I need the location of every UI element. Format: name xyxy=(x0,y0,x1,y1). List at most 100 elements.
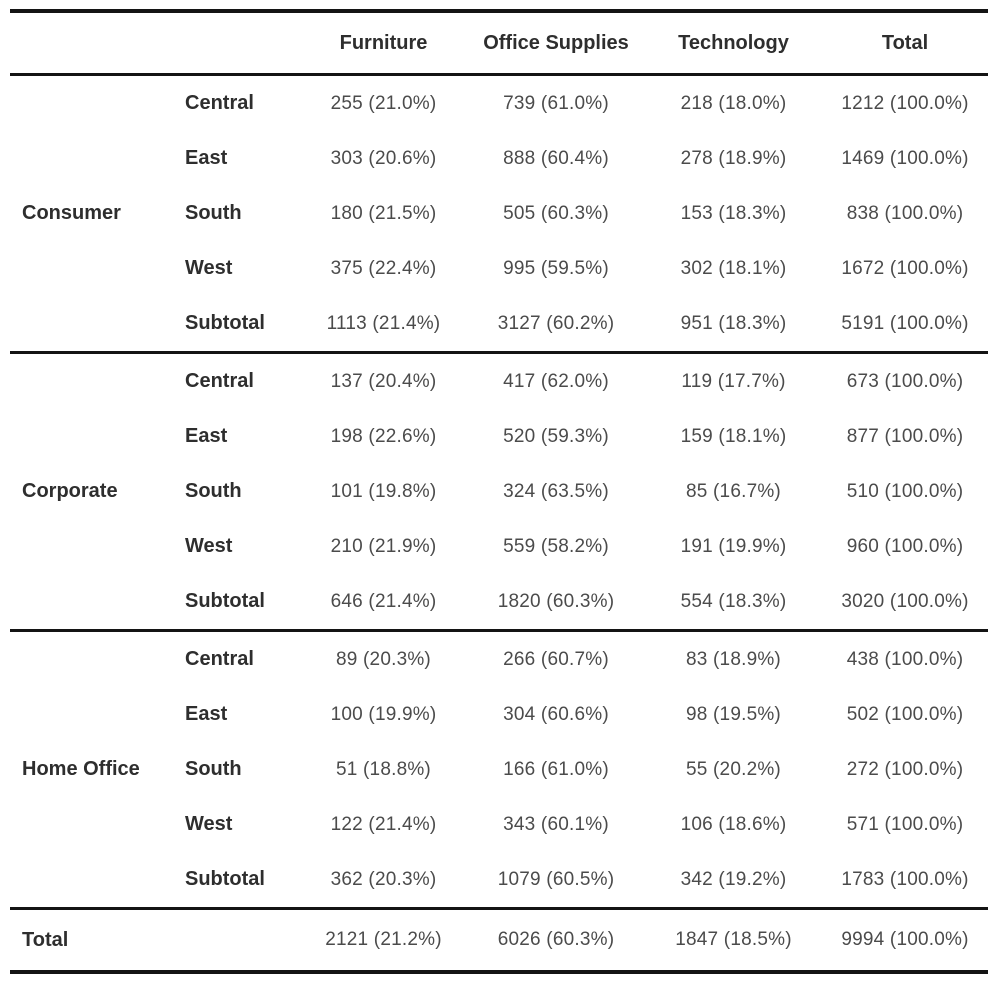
data-cell: 5191 (100.0%) xyxy=(841,312,969,334)
data-cell: 438 (100.0%) xyxy=(822,629,988,687)
table-row: Subtotal 362 (20.3%) 1079 (60.5%) 342 (19.2… xyxy=(10,852,988,909)
table-row: East 198 (22.6%) 520 (59.3%) 159 (18.1%) 877… xyxy=(10,409,988,464)
data-cell: 1113 (21.4%) xyxy=(326,312,441,334)
data-cell: 98 (19.5%) xyxy=(686,703,781,725)
table-row: South 101 (19.8%) 324 (63.5%) 85 (16.7%) 510… xyxy=(10,464,988,519)
region-label: East xyxy=(185,147,228,169)
total-cell: 9994 (100.0%) xyxy=(822,907,988,974)
data-cell: 951 (18.3%) xyxy=(680,312,787,334)
data-cell: 106 (18.6%) xyxy=(680,813,787,835)
data-cell: 838 (100.0%) xyxy=(846,202,964,224)
data-cell: 1783 (100.0%) xyxy=(841,868,969,890)
data-cell: 101 (19.8%) xyxy=(330,480,437,502)
column-header-office-supplies: Office Supplies xyxy=(467,9,645,76)
column-header-technology: Technology xyxy=(645,9,822,76)
data-cell: 1820 (60.3%) xyxy=(497,590,615,612)
data-cell: 266 (60.7%) xyxy=(467,629,645,687)
table-row: Consumer Central 255 (21.0%) 739 (61.0%) 218… xyxy=(10,75,988,224)
total-label: Total xyxy=(10,907,300,974)
table-row: Home Office Central 89 (20.3%) 266 (60.7%) 8… xyxy=(10,629,988,909)
data-cell: 1212 (100.0%) xyxy=(841,92,969,114)
data-cell: 324 (63.5%) xyxy=(503,480,609,502)
region-label: East xyxy=(185,703,228,725)
header-row: Furniture Office Supplies Technology Total xyxy=(10,9,988,76)
segment-label: Corporate xyxy=(10,351,180,631)
data-cell: 505 (60.3%) xyxy=(503,202,609,224)
data-cell: 417 (62.0%) xyxy=(467,351,645,409)
data-cell: 1469 (100.0%) xyxy=(841,147,969,169)
data-cell: 554 (18.3%) xyxy=(680,590,787,612)
table-row: East 100 (19.9%) 304 (60.6%) 98 (19.5%) 502 … xyxy=(10,687,988,742)
crosstab-table: Furniture Office Supplies Technology Total C… xyxy=(10,9,988,974)
data-cell: 362 (20.3%) xyxy=(330,868,437,890)
data-cell: 210 (21.9%) xyxy=(330,535,437,557)
data-cell: 646 (21.4%) xyxy=(330,590,437,612)
data-cell: 153 (18.3%) xyxy=(680,202,787,224)
region-column-header xyxy=(180,9,300,76)
data-cell: 218 (18.0%) xyxy=(680,92,787,114)
data-cell: 159 (18.1%) xyxy=(680,425,787,447)
group-consumer: Consumer Central 255 (21.0%) 739 (61.0%) 218… xyxy=(10,75,988,353)
region-label: Subtotal xyxy=(185,312,265,334)
total-cell: 1847 (18.5%) xyxy=(645,907,822,974)
data-cell: 180 (21.5%) xyxy=(330,202,437,224)
data-cell: 3127 (60.2%) xyxy=(497,312,615,334)
data-cell: 502 (100.0%) xyxy=(846,703,964,725)
table-row: South 51 (18.8%) 166 (61.0%) 55 (20.2%) 272 … xyxy=(10,742,988,797)
column-header-furniture: Furniture xyxy=(300,9,467,76)
group-home-office: Home Office Central 89 (20.3%) 266 (60.7%) 8… xyxy=(10,629,988,909)
total-row: Total 2121 (21.2%) 6026 (60.3%) 1847 (18.5%… xyxy=(10,907,988,974)
segment-label: Home Office xyxy=(10,629,180,909)
data-cell: 304 (60.6%) xyxy=(503,703,609,725)
region-label: West xyxy=(185,535,233,557)
region-label: West xyxy=(185,813,233,835)
table-footer: Total 2121 (21.2%) 6026 (60.3%) 1847 (18.5%… xyxy=(10,907,988,974)
data-cell: 272 (100.0%) xyxy=(846,758,964,780)
data-cell: 255 (21.0%) xyxy=(330,92,437,114)
data-cell: 89 (20.3%) xyxy=(300,629,467,687)
data-cell: 877 (100.0%) xyxy=(846,425,964,447)
data-cell: 995 (59.5%) xyxy=(503,257,609,279)
data-cell: 278 (18.9%) xyxy=(680,147,787,169)
data-cell: 119 (17.7%) xyxy=(645,351,822,409)
region-label: West xyxy=(185,257,233,279)
data-cell: 55 (20.2%) xyxy=(686,758,781,780)
data-cell: 739 (61.0%) xyxy=(503,92,609,114)
region-label: South xyxy=(185,202,242,224)
table-row: West 210 (21.9%) 559 (58.2%) 191 (19.9%) 960… xyxy=(10,519,988,574)
table-row: South 180 (21.5%) 505 (60.3%) 153 (18.3%) 83… xyxy=(10,186,988,241)
data-cell: 960 (100.0%) xyxy=(846,535,964,557)
region-label: Central xyxy=(185,92,254,114)
region-label: Subtotal xyxy=(185,868,265,890)
data-cell: 100 (19.9%) xyxy=(330,703,437,725)
segment-label: Consumer xyxy=(22,202,121,224)
data-cell: 673 (100.0%) xyxy=(822,351,988,409)
data-cell: 510 (100.0%) xyxy=(846,480,964,502)
data-cell: 137 (20.4%) xyxy=(300,351,467,409)
data-cell: 1672 (100.0%) xyxy=(841,257,969,279)
table-header: Furniture Office Supplies Technology Total xyxy=(10,9,988,76)
data-cell: 342 (19.2%) xyxy=(680,868,787,890)
table-row: West 122 (21.4%) 343 (60.1%) 106 (18.6%) 571… xyxy=(10,797,988,852)
data-cell: 166 (61.0%) xyxy=(503,758,609,780)
table-row: West 375 (22.4%) 995 (59.5%) 302 (18.1%) 167… xyxy=(10,241,988,296)
group-corporate: Corporate Central 137 (20.4%) 417 (62.0%) 11… xyxy=(10,351,988,631)
column-header-total: Total xyxy=(822,9,988,76)
data-cell: 302 (18.1%) xyxy=(680,257,787,279)
region-label: Central xyxy=(180,351,300,409)
data-cell: 888 (60.4%) xyxy=(503,147,609,169)
data-cell: 191 (19.9%) xyxy=(680,535,787,557)
data-cell: 343 (60.1%) xyxy=(503,813,609,835)
table-row: Corporate Central 137 (20.4%) 417 (62.0%) 11… xyxy=(10,351,988,631)
table-row: Subtotal 1113 (21.4%) 3127 (60.2%) 951 (18.… xyxy=(10,296,988,353)
table-row: Subtotal 646 (21.4%) 1820 (60.3%) 554 (18.3… xyxy=(10,574,988,631)
total-cell: 6026 (60.3%) xyxy=(467,907,645,974)
data-cell: 559 (58.2%) xyxy=(503,535,609,557)
data-cell: 122 (21.4%) xyxy=(330,813,437,835)
region-label: Central xyxy=(180,629,300,687)
region-label: South xyxy=(185,758,242,780)
data-cell: 303 (20.6%) xyxy=(330,147,437,169)
data-cell: 3020 (100.0%) xyxy=(841,590,969,612)
region-label: East xyxy=(185,425,228,447)
data-cell: 85 (16.7%) xyxy=(686,480,781,502)
